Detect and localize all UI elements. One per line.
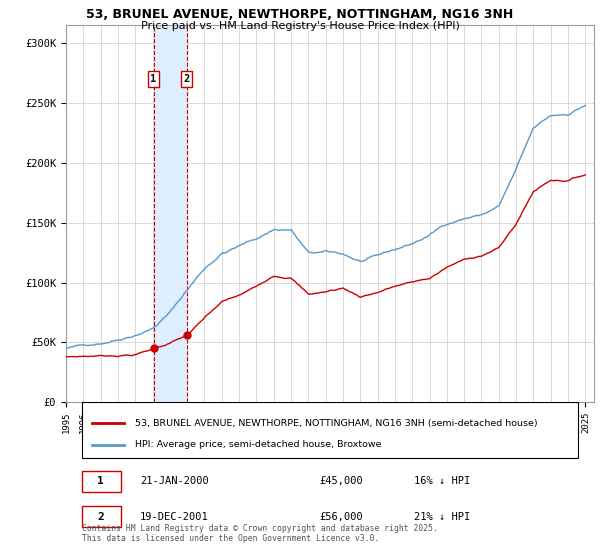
Text: 2: 2 — [97, 511, 104, 521]
Text: 1: 1 — [97, 477, 104, 487]
FancyBboxPatch shape — [82, 506, 121, 527]
Text: 1: 1 — [151, 74, 157, 84]
Text: 21% ↓ HPI: 21% ↓ HPI — [415, 511, 471, 521]
Text: 19-DEC-2001: 19-DEC-2001 — [140, 511, 209, 521]
Text: £45,000: £45,000 — [319, 477, 363, 487]
Text: 21-JAN-2000: 21-JAN-2000 — [140, 477, 209, 487]
Text: 2: 2 — [184, 74, 190, 84]
Text: £56,000: £56,000 — [319, 511, 363, 521]
FancyBboxPatch shape — [82, 402, 578, 458]
FancyBboxPatch shape — [82, 471, 121, 492]
Text: Price paid vs. HM Land Registry's House Price Index (HPI): Price paid vs. HM Land Registry's House … — [140, 21, 460, 31]
Text: HPI: Average price, semi-detached house, Broxtowe: HPI: Average price, semi-detached house,… — [134, 440, 381, 449]
Text: 16% ↓ HPI: 16% ↓ HPI — [415, 477, 471, 487]
Bar — [154, 25, 187, 402]
Text: 53, BRUNEL AVENUE, NEWTHORPE, NOTTINGHAM, NG16 3NH: 53, BRUNEL AVENUE, NEWTHORPE, NOTTINGHAM… — [86, 8, 514, 21]
Text: 53, BRUNEL AVENUE, NEWTHORPE, NOTTINGHAM, NG16 3NH (semi-detached house): 53, BRUNEL AVENUE, NEWTHORPE, NOTTINGHAM… — [134, 419, 537, 428]
Text: Contains HM Land Registry data © Crown copyright and database right 2025.
This d: Contains HM Land Registry data © Crown c… — [82, 524, 438, 543]
